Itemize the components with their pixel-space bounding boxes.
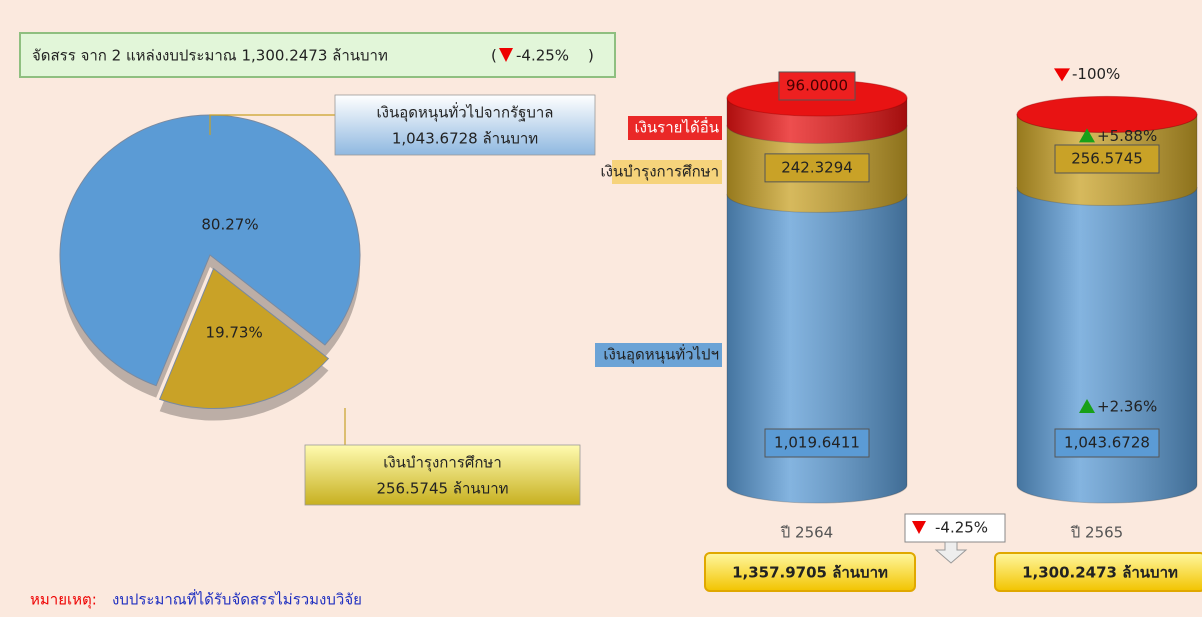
value-label-box — [778, 71, 856, 101]
change-label: +2.36% — [1097, 398, 1157, 416]
cylinder-shade — [1017, 187, 1197, 503]
value-label: 96.0000 — [786, 76, 848, 94]
callout-name: เงินอุดหนุนทั่วไปจากรัฐบาล — [377, 102, 554, 123]
title-box — [19, 32, 616, 78]
value-label: 242.3294 — [781, 158, 853, 176]
pie-slice — [59, 114, 361, 387]
pie-value-label: 19.73% — [206, 324, 263, 342]
down-triangle — [499, 48, 513, 62]
cylinder-top — [1016, 95, 1198, 133]
value-label-box — [764, 428, 870, 458]
total-label: 1,300.2473 ล้านบาท — [1022, 564, 1178, 582]
change-triangle — [1079, 399, 1095, 413]
title-paren-open: ( — [491, 47, 497, 65]
change-triangle — [1079, 128, 1095, 143]
value-label: 256.5745 — [1071, 149, 1143, 167]
callout-amount: 256.5745 ล้านบาท — [376, 480, 508, 498]
legend-box — [595, 343, 722, 367]
total-change: -4.25% — [935, 519, 988, 537]
title-change: -4.25% — [516, 47, 569, 65]
legend-label: เงินรายได้อื่น — [634, 117, 719, 137]
callout-leader — [209, 114, 335, 135]
category-label: ปี 2564 — [780, 524, 833, 542]
title: จัดสรร จาก 2 แหล่งงบประมาณ 1,300.2473 ล้… — [32, 47, 388, 65]
down-arrow — [934, 541, 968, 564]
total-label: 1,357.9705 ล้านบาท — [732, 564, 888, 582]
callout-box — [304, 444, 581, 506]
total-box — [994, 552, 1202, 592]
change-label: -100% — [1072, 65, 1120, 83]
callout-amount: 1,043.6728 ล้านบาท — [392, 130, 538, 148]
value-label-box — [1054, 428, 1160, 458]
callout-name: เงินบำรุงการศึกษา — [383, 454, 502, 473]
legend-box — [612, 160, 722, 184]
change-triangle — [1054, 68, 1070, 82]
value-label: 1,019.6411 — [774, 434, 860, 452]
legend-box — [628, 116, 722, 140]
callout-box — [334, 94, 596, 156]
total-box — [704, 552, 916, 592]
value-label: 1,043.6728 — [1064, 434, 1150, 452]
cylinder-shade — [727, 194, 907, 503]
change-label: +5.88% — [1097, 127, 1157, 145]
note: งบประมาณที่ได้รับจัดสรรไม่รวมงบวิจัย — [112, 589, 362, 609]
value-label-box — [764, 153, 870, 183]
legend-label: เงินอุดหนุนทั่วไปฯ — [603, 344, 719, 365]
note-label: หมายเหตุ: — [30, 591, 97, 610]
pie-value-label: 80.27% — [201, 216, 258, 234]
down-triangle — [912, 521, 926, 534]
pie-slice — [159, 267, 330, 410]
title-paren-close: ) — [588, 47, 594, 65]
legend-label: เงินบำรุงการศึกษา — [600, 163, 719, 182]
value-label-box — [1054, 144, 1160, 174]
category-label: ปี 2565 — [1070, 524, 1123, 542]
